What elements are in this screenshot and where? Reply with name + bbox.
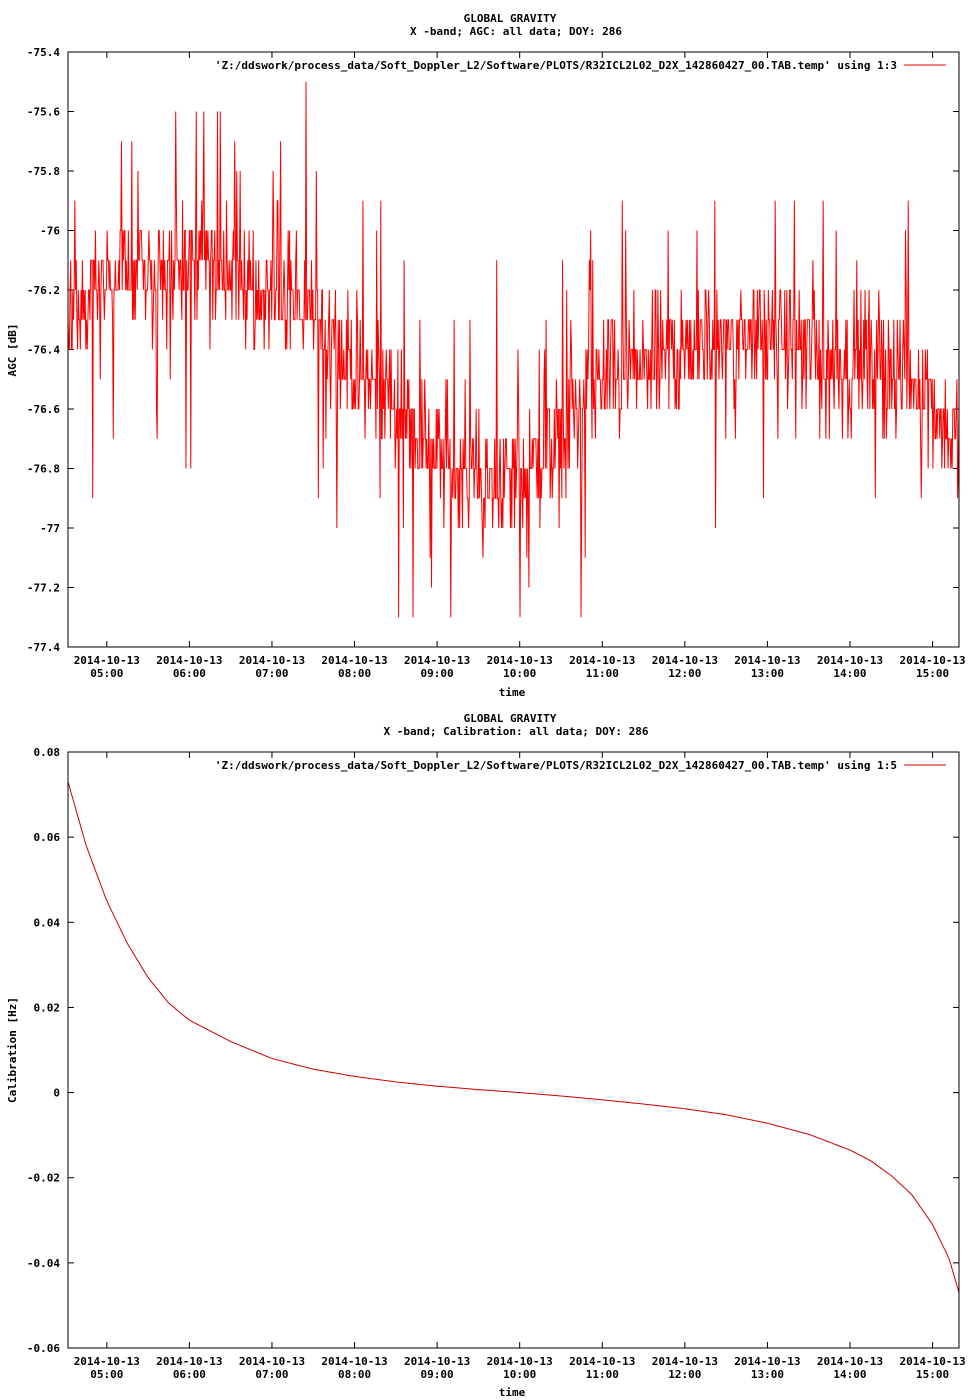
agc-x-tick-date: 2014-10-13 (74, 654, 140, 667)
agc-y-tick-label: -77.2 (27, 582, 60, 595)
calibration-x-tick-time: 07:00 (255, 1368, 288, 1381)
agc-x-tick-date: 2014-10-13 (652, 654, 718, 667)
calibration-chart-subtitle: X -band; Calibration: all data; DOY: 286 (384, 725, 649, 738)
calibration-series-line (67, 781, 960, 1293)
agc-y-tick-label: -77 (40, 522, 60, 535)
calibration-y-tick-label: 0.04 (34, 916, 61, 929)
calibration-plot-border (67, 751, 960, 1349)
agc-plot-border (67, 51, 960, 648)
agc-x-tick-time: 07:00 (255, 667, 288, 680)
calibration-x-tick-time: 06:00 (173, 1368, 206, 1381)
calibration-y-tick-label: 0.06 (34, 831, 61, 844)
agc-y-tick-label: -76.4 (27, 344, 60, 357)
calibration-x-tick-date: 2014-10-13 (404, 1355, 470, 1368)
calibration-legend-label: 'Z:/ddswork/process_data/Soft_Doppler_L2… (215, 759, 897, 772)
agc-x-tick-date: 2014-10-13 (899, 654, 965, 667)
calibration-x-tick-time: 13:00 (751, 1368, 784, 1381)
calibration-x-tick-date: 2014-10-13 (156, 1355, 222, 1368)
agc-y-tick-label: -76.6 (27, 403, 60, 416)
agc-y-tick-label: -76 (40, 225, 60, 238)
agc-chart-title: GLOBAL GRAVITY (464, 12, 557, 25)
agc-y-ticks: -75.4 -75.6 -75.8 -76 -76.2 -76.4 -76.6 -76.8 -7… (27, 46, 959, 654)
calibration-y-tick-label: -0.04 (27, 1257, 60, 1270)
agc-x-tick-time: 11:00 (586, 667, 619, 680)
agc-x-tick-date: 2014-10-13 (569, 654, 635, 667)
agc-x-tick-time: 12:00 (668, 667, 701, 680)
agc-x-tick-time: 06:00 (173, 667, 206, 680)
calibration-x-tick-time: 10:00 (503, 1368, 536, 1381)
calibration-x-tick-date: 2014-10-13 (487, 1355, 553, 1368)
calibration-x-ticks: 2014-10-1305:002014-10-1306:002014-10-13… (74, 752, 966, 1381)
calibration-x-tick-date: 2014-10-13 (321, 1355, 387, 1368)
agc-x-tick-date: 2014-10-13 (156, 654, 222, 667)
agc-legend-label: 'Z:/ddswork/process_data/Soft_Doppler_L2… (215, 59, 897, 72)
agc-x-tick-date: 2014-10-13 (487, 654, 553, 667)
agc-x-tick-time: 09:00 (421, 667, 454, 680)
agc-x-tick-time: 14:00 (833, 667, 866, 680)
agc-y-tick-label: -77.4 (27, 641, 60, 654)
calibration-x-tick-date: 2014-10-13 (899, 1355, 965, 1368)
calibration-chart-title: GLOBAL GRAVITY (464, 712, 557, 725)
calibration-y-tick-label: 0 (53, 1087, 60, 1100)
calibration-x-tick-date: 2014-10-13 (817, 1355, 883, 1368)
calibration-x-tick-time: 14:00 (833, 1368, 866, 1381)
agc-y-tick-label: -76.8 (27, 463, 60, 476)
agc-y-tick-label: -75.8 (27, 165, 60, 178)
agc-x-tick-time: 08:00 (338, 667, 371, 680)
agc-x-tick-time: 05:00 (90, 667, 123, 680)
calibration-x-tick-time: 11:00 (586, 1368, 619, 1381)
agc-x-tick-date: 2014-10-13 (239, 654, 305, 667)
agc-x-tick-date: 2014-10-13 (734, 654, 800, 667)
calibration-x-tick-time: 15:00 (916, 1368, 949, 1381)
agc-chart: GLOBAL GRAVITY X -band; AGC: all data; D… (6, 12, 966, 699)
calibration-x-tick-date: 2014-10-13 (569, 1355, 635, 1368)
agc-x-axis-label: time (499, 686, 526, 699)
agc-series-line (67, 81, 960, 618)
calibration-x-tick-time: 09:00 (421, 1368, 454, 1381)
calibration-x-axis-label: time (499, 1386, 526, 1399)
calibration-x-tick-time: 05:00 (90, 1368, 123, 1381)
calibration-x-tick-date: 2014-10-13 (239, 1355, 305, 1368)
agc-x-tick-date: 2014-10-13 (404, 654, 470, 667)
agc-y-tick-label: -75.4 (27, 46, 60, 59)
agc-y-tick-label: -76.2 (27, 284, 60, 297)
agc-x-tick-date: 2014-10-13 (817, 654, 883, 667)
agc-x-tick-date: 2014-10-13 (321, 654, 387, 667)
agc-x-tick-time: 13:00 (751, 667, 784, 680)
calibration-chart: GLOBAL GRAVITY X -band; Calibration: all… (6, 712, 966, 1399)
calibration-y-tick-label: -0.02 (27, 1172, 60, 1185)
calibration-x-tick-time: 08:00 (338, 1368, 371, 1381)
agc-x-tick-time: 15:00 (916, 667, 949, 680)
calibration-x-tick-date: 2014-10-13 (74, 1355, 140, 1368)
agc-y-tick-label: -75.6 (27, 106, 60, 119)
calibration-y-ticks: 0.08 0.06 0.04 0.02 0 -0.02 -0.04 -0.06 (27, 746, 959, 1355)
calibration-x-tick-date: 2014-10-13 (652, 1355, 718, 1368)
calibration-y-axis-label: Calibration [Hz] (6, 997, 19, 1103)
calibration-y-tick-label: 0.08 (34, 746, 61, 759)
calibration-y-tick-label: -0.06 (27, 1342, 60, 1355)
agc-x-tick-time: 10:00 (503, 667, 536, 680)
calibration-x-tick-date: 2014-10-13 (734, 1355, 800, 1368)
calibration-y-tick-label: 0.02 (34, 1001, 61, 1014)
calibration-x-tick-time: 12:00 (668, 1368, 701, 1381)
agc-y-axis-label: AGC [dB] (6, 324, 19, 377)
agc-chart-subtitle: X -band; AGC: all data; DOY: 286 (410, 25, 622, 38)
agc-x-ticks: 2014-10-1305:002014-10-1306:002014-10-13… (74, 52, 966, 680)
